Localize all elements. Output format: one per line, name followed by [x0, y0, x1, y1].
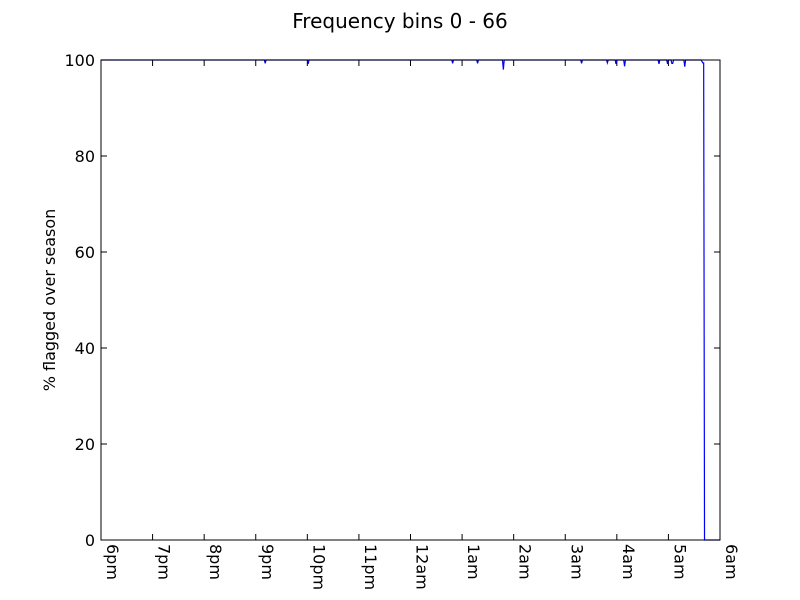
x-tick-label: 4am: [619, 544, 638, 580]
x-tick-label: 2am: [516, 544, 535, 580]
y-tick-label: 40: [75, 339, 95, 358]
x-tick-label: 1am: [464, 544, 483, 580]
y-tick-label: 60: [75, 243, 95, 262]
y-tick-label: 80: [75, 147, 95, 166]
x-tick-label: 10pm: [309, 544, 328, 590]
x-tick-label: 7pm: [155, 544, 174, 580]
x-tick-label: 5am: [670, 544, 689, 580]
y-tick-label: 0: [85, 531, 95, 550]
series-group: [101, 59, 720, 541]
y-axis-label: % flagged over season: [40, 209, 59, 392]
chart-title: Frequency bins 0 - 66: [292, 9, 508, 33]
y-tick-label: 20: [75, 435, 95, 454]
plot-frame: [100, 59, 721, 541]
x-tick-label: 11pm: [361, 544, 380, 590]
x-tick-label: 6am: [722, 544, 741, 580]
series-line: [101, 59, 720, 541]
x-tick-label: 3am: [567, 544, 586, 580]
x-tick-label: 12am: [413, 544, 432, 590]
tick-group: 0 20 40 60 80 100 6pm 7pm 8pm 9pm 10pm 11pm 12am 1am 2…: [64, 51, 741, 590]
x-tick-label: 6pm: [103, 544, 122, 580]
y-tick-label: 100: [64, 51, 95, 70]
x-tick-label: 8pm: [206, 544, 225, 580]
x-tick-label: 9pm: [258, 544, 277, 580]
